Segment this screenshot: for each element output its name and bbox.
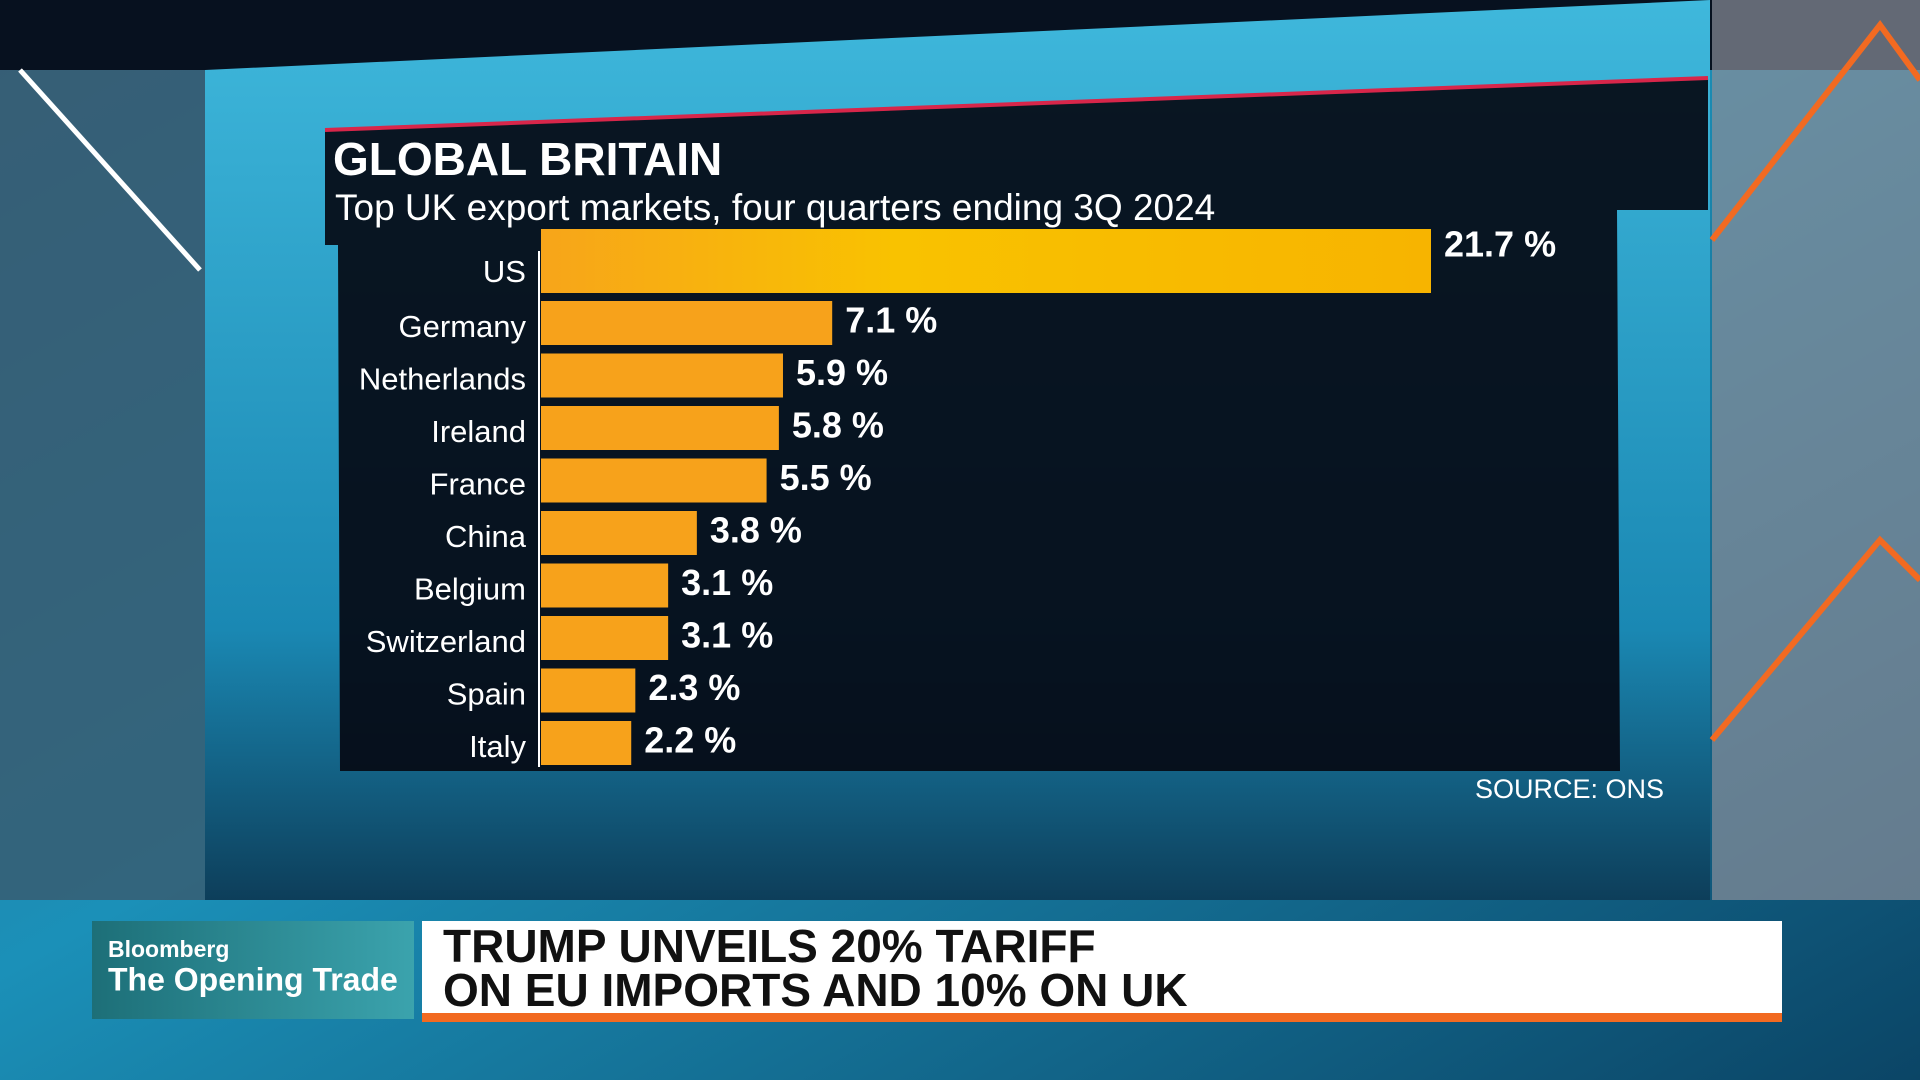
value-label: 2.2 % [644, 720, 736, 761]
value-label: 5.8 % [792, 405, 884, 446]
show-box [92, 921, 414, 1019]
value-label: 5.9 % [796, 352, 888, 393]
deco-line [18, 68, 202, 272]
value-label: 2.3 % [648, 667, 740, 708]
category-label: US [483, 254, 526, 289]
category-label: Spain [447, 677, 526, 712]
bar [541, 668, 636, 713]
bar [541, 563, 669, 608]
deco-line [1709, 535, 1920, 742]
category-label: Ireland [431, 414, 526, 449]
category-label: Italy [469, 729, 526, 764]
bar [541, 721, 632, 765]
panel-accent [324, 76, 1709, 132]
value-label: 3.8 % [710, 510, 802, 551]
bar [541, 406, 779, 450]
category-label: Belgium [414, 572, 526, 607]
category-label: China [445, 519, 527, 554]
value-label: 5.5 % [780, 457, 872, 498]
bar [541, 616, 669, 660]
bar [541, 353, 783, 398]
source: SOURCE: ONS [1475, 774, 1664, 804]
category-label: France [430, 467, 526, 502]
headline-box [422, 921, 1782, 1013]
chart-title: GLOBAL BRITAIN [333, 133, 722, 185]
bar [541, 301, 833, 345]
city-right [1712, 0, 1920, 900]
city-left [0, 70, 210, 900]
bar [541, 511, 697, 555]
bar [541, 229, 1431, 293]
category-label: Switzerland [366, 624, 526, 659]
chart-subtitle: Top UK export markets, four quarters end… [335, 187, 1215, 228]
deco-line [1709, 20, 1920, 242]
show-name: The Opening Trade [108, 961, 398, 997]
headline-line: ON EU IMPORTS AND 10% ON UK [443, 964, 1188, 1016]
category-label: Germany [399, 309, 527, 344]
brand: Bloomberg [108, 936, 229, 962]
value-label: 7.1 % [845, 300, 937, 341]
headline-line: TRUMP UNVEILS 20% TARIFF [443, 920, 1096, 972]
category-label: Netherlands [359, 362, 526, 397]
value-label: 3.1 % [681, 562, 773, 603]
headline-stripe [422, 1013, 1782, 1022]
value-label: 3.1 % [681, 615, 773, 656]
bar [541, 458, 767, 503]
value-label: 21.7 % [1444, 224, 1556, 265]
